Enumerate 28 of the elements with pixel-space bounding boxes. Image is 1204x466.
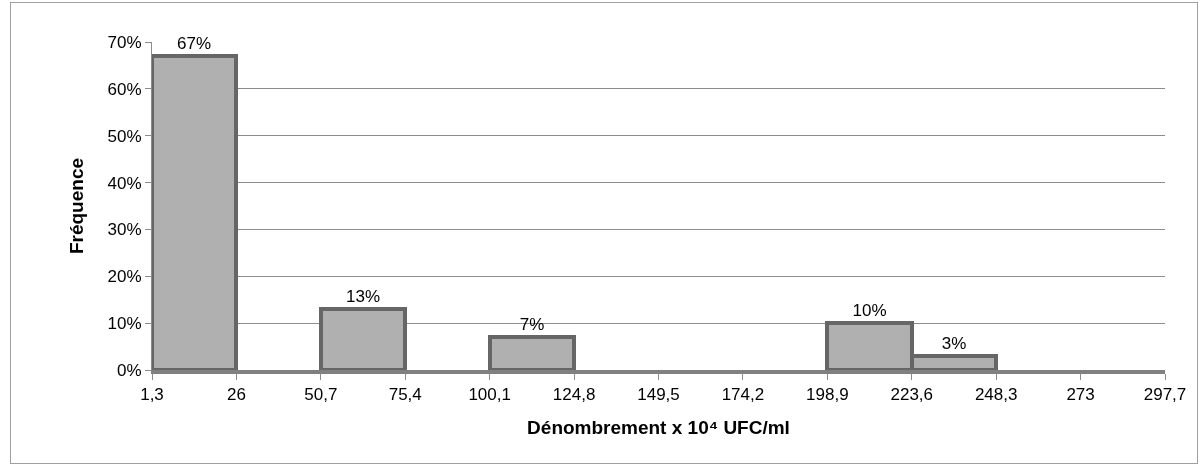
data-label: 13%	[345, 287, 381, 306]
y-tick-label: 70%	[107, 32, 142, 52]
x-tick-label: 248,3	[974, 385, 1018, 405]
x-tick-label: 174,2	[721, 385, 765, 405]
y-tick-label: 50%	[107, 126, 142, 146]
x-tick-label: 223,6	[890, 385, 934, 405]
x-tick-label: 1,3	[140, 385, 164, 405]
y-tick-label: 10%	[107, 314, 142, 334]
data-label: 7%	[519, 315, 545, 334]
y-tick-label: 20%	[107, 267, 142, 287]
x-tick-label: 26	[226, 385, 246, 405]
y-tick-label: 60%	[107, 79, 142, 99]
y-tick-label: 40%	[107, 173, 142, 193]
y-tick-label: 30%	[107, 220, 142, 240]
data-label: 10%	[852, 301, 887, 320]
x-tick-label: 149,5	[637, 385, 680, 405]
data-label: 3%	[941, 334, 967, 353]
x-tick-label: 297,7	[1143, 385, 1187, 405]
y-axis-title: Fréquence	[66, 157, 88, 255]
data-label: 67%	[176, 34, 212, 53]
x-tick-label: 124,8	[552, 385, 596, 405]
x-tick-label: 75,4	[388, 385, 422, 405]
x-axis-title: Dénombrement x 10⁴ UFC/ml	[527, 416, 790, 438]
y-tick-label: 0%	[117, 360, 142, 380]
x-tick-label: 100,1	[468, 385, 511, 405]
x-tick-label: 198,9	[806, 385, 849, 405]
x-tick-label: 273	[1066, 385, 1095, 405]
x-tick-label: 50,7	[304, 385, 338, 405]
